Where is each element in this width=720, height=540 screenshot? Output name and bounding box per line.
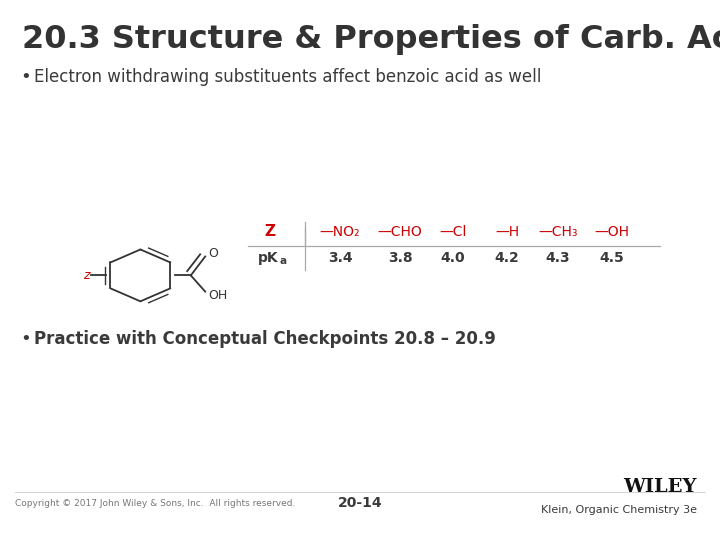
Text: Practice with Conceptual Checkpoints 20.8 – 20.9: Practice with Conceptual Checkpoints 20.…	[34, 330, 496, 348]
Text: Electron withdrawing substituents affect benzoic acid as well: Electron withdrawing substituents affect…	[34, 68, 541, 86]
Text: pK: pK	[258, 251, 279, 265]
Text: 3.8: 3.8	[387, 251, 413, 265]
Text: Copyright © 2017 John Wiley & Sons, Inc.  All rights reserved.: Copyright © 2017 John Wiley & Sons, Inc.…	[15, 498, 295, 508]
Text: a: a	[280, 256, 287, 266]
Text: •: •	[20, 330, 31, 348]
Text: z: z	[84, 269, 90, 282]
Text: —NO₂: —NO₂	[320, 225, 360, 239]
Text: O: O	[208, 247, 218, 260]
Text: 4.0: 4.0	[441, 251, 465, 265]
Text: WILEY: WILEY	[624, 478, 697, 496]
Text: 20.3 Structure & Properties of Carb. Acids: 20.3 Structure & Properties of Carb. Aci…	[22, 24, 720, 55]
Text: OH: OH	[208, 289, 228, 302]
Text: 4.3: 4.3	[546, 251, 570, 265]
Text: 4.5: 4.5	[600, 251, 624, 265]
Text: —OH: —OH	[595, 225, 629, 239]
Text: 20-14: 20-14	[338, 496, 382, 510]
Text: Klein, Organic Chemistry 3e: Klein, Organic Chemistry 3e	[541, 505, 697, 515]
Text: 4.2: 4.2	[495, 251, 519, 265]
Text: •: •	[20, 68, 31, 86]
Text: —CH₃: —CH₃	[539, 225, 577, 239]
Text: —H: —H	[495, 225, 519, 239]
Text: —CHO: —CHO	[377, 225, 423, 239]
Text: —Cl: —Cl	[439, 225, 467, 239]
Text: Z: Z	[264, 225, 276, 240]
Text: 3.4: 3.4	[328, 251, 352, 265]
